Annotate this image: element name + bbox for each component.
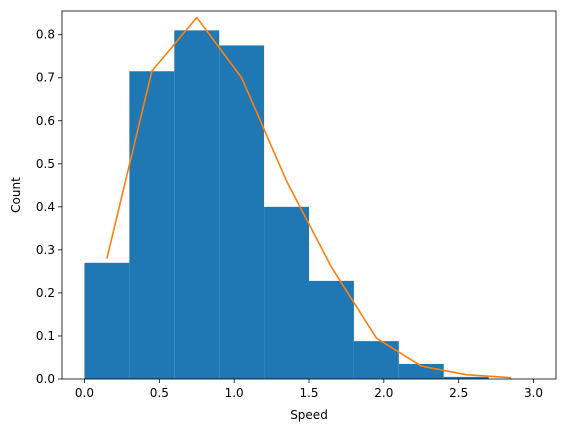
- y-tick-label: 0.1: [36, 329, 55, 343]
- density-line: [106, 16, 512, 379]
- histogram-bar: [353, 341, 399, 379]
- x-axis-label: Speed: [290, 408, 328, 422]
- y-tick-label: 0.7: [36, 71, 55, 85]
- x-tick-label: 1.5: [299, 386, 318, 400]
- y-axis-label: Count: [9, 177, 23, 213]
- x-tick-label: 0.5: [150, 386, 169, 400]
- histogram-bars: [84, 30, 489, 380]
- density-line-layer: [106, 16, 512, 379]
- histogram-bar: [129, 71, 175, 379]
- histogram-bar: [174, 30, 220, 380]
- x-tick-label: 0.0: [75, 386, 94, 400]
- y-tick-label: 0.6: [36, 114, 55, 128]
- y-tick-label: 0.4: [36, 200, 55, 214]
- x-tick-label: 2.0: [374, 386, 393, 400]
- histogram-bar: [219, 45, 265, 380]
- y-tick-label: 0.3: [36, 243, 55, 257]
- x-tick-label: 3.0: [524, 386, 543, 400]
- histogram-bar: [264, 206, 309, 379]
- y-tick-label: 0.8: [36, 28, 55, 42]
- y-tick-label: 0.2: [36, 286, 55, 300]
- y-axis-ticks: 0.0 0.1 0.2 0.3 0.4 0.5 0.6 0.7 0.8: [36, 28, 62, 386]
- x-axis-ticks: 0.0 0.5 1.0 1.5 2.0 2.5 3.0: [75, 379, 543, 400]
- x-tick-label: 2.5: [449, 386, 468, 400]
- histogram-bar: [309, 280, 354, 379]
- histogram-bar: [443, 376, 489, 379]
- x-tick-label: 1.0: [225, 386, 244, 400]
- y-tick-label: 0.0: [36, 372, 55, 386]
- histogram-bar: [84, 262, 130, 379]
- y-tick-label: 0.5: [36, 157, 55, 171]
